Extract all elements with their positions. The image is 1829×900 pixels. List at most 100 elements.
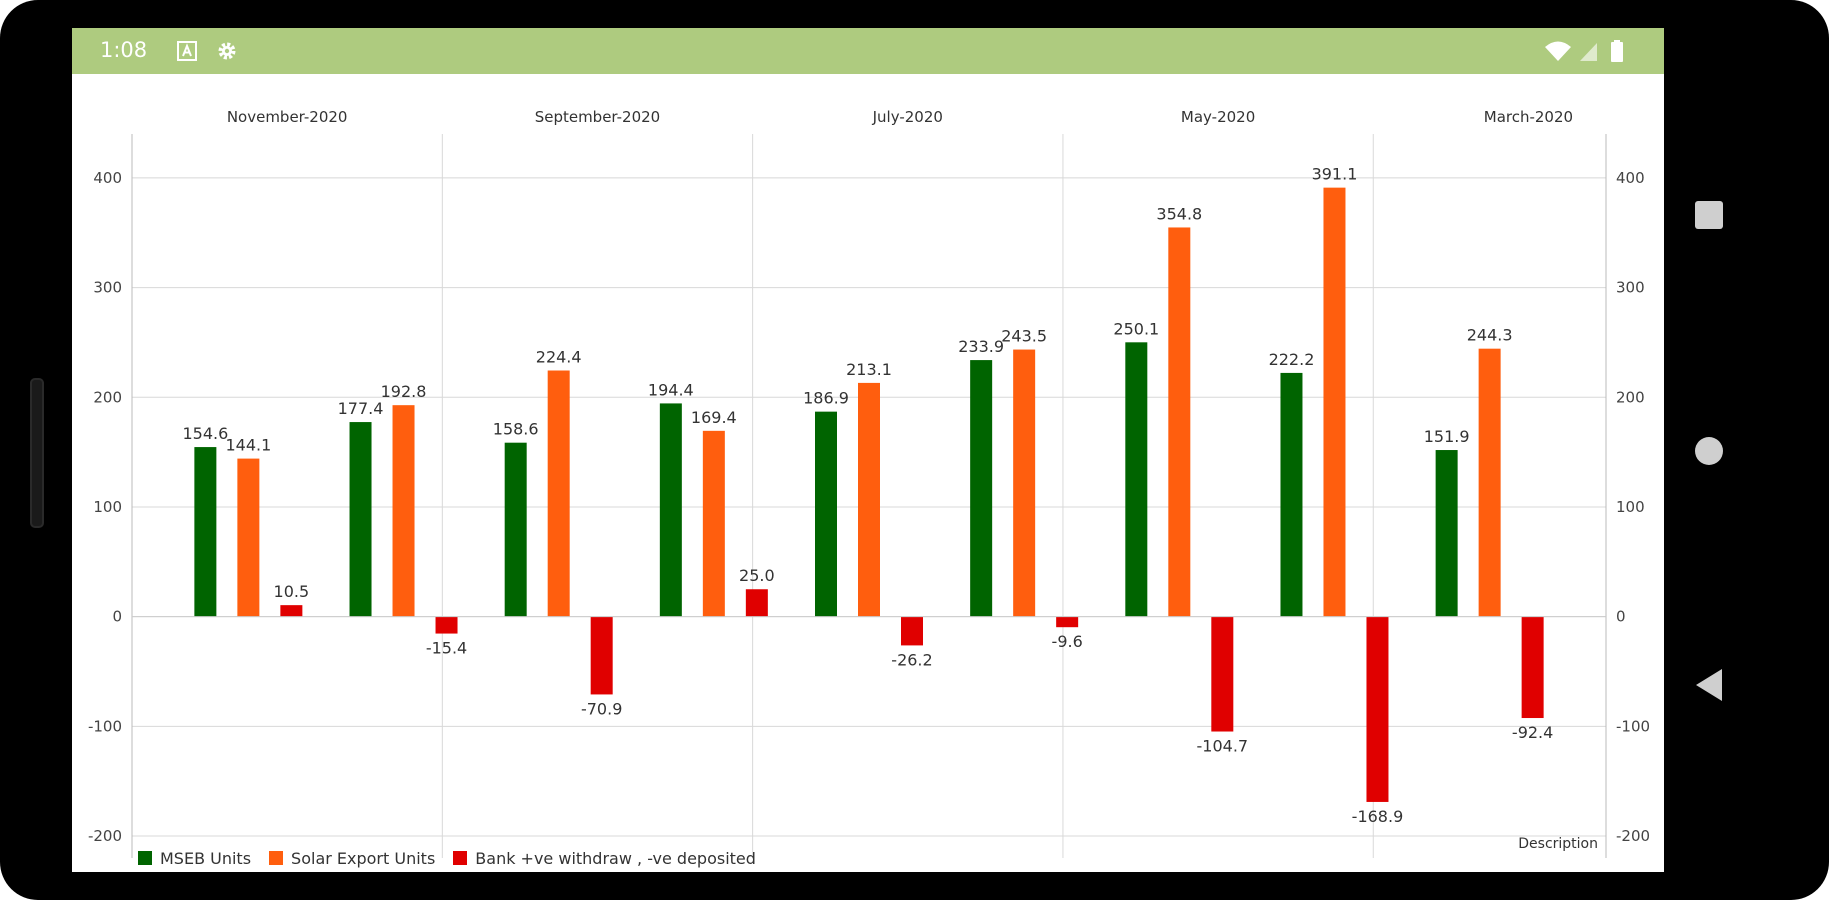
bar — [1478, 348, 1501, 617]
y-tick-label-left: 300 — [93, 279, 122, 297]
bar — [858, 382, 880, 617]
chart-svg: -200 -200 -100 -100 0 0 100 100 200 200 300 300 400 4… — [88, 108, 1650, 858]
navigation-bar — [1664, 0, 1829, 900]
data-label: -15.4 — [426, 639, 467, 658]
x-tick-label-month: July-2020 — [872, 108, 943, 126]
bar — [1125, 342, 1148, 617]
data-label: 233.9 — [958, 337, 1004, 356]
data-label: 144.1 — [225, 436, 271, 455]
bar — [970, 360, 993, 617]
legend-swatch-solar — [269, 851, 284, 865]
y-tick-label-right: 300 — [1616, 279, 1645, 297]
legend-swatch-mseb — [138, 851, 152, 865]
bar — [194, 447, 217, 617]
data-label: 154.6 — [182, 424, 228, 443]
y-tick-label-left: 0 — [112, 608, 122, 626]
bar — [435, 616, 458, 634]
x-tick-label-month: November-2020 — [227, 108, 348, 126]
data-label: 244.3 — [1467, 326, 1513, 345]
signal-icon — [1578, 40, 1598, 66]
bar — [1013, 349, 1036, 617]
data-label: 192.8 — [381, 382, 427, 401]
legend-swatch-bank — [453, 851, 468, 865]
bar — [1435, 450, 1458, 617]
legend-item: MSEB Units — [138, 849, 251, 868]
y-tick-label-left: 400 — [93, 169, 122, 187]
chart-legend: MSEB Units Solar Export Units Bank +ve w… — [138, 846, 756, 870]
y-tick-label-right: 0 — [1616, 608, 1626, 626]
y-tick-label-left: -200 — [88, 827, 122, 845]
data-label: 213.1 — [846, 360, 892, 379]
status-bar: 1:08 — [72, 28, 1664, 74]
data-label: 250.1 — [1113, 319, 1159, 338]
y-tick-label-right: -100 — [1616, 717, 1650, 735]
legend-item: Solar Export Units — [269, 849, 435, 868]
bar — [504, 442, 527, 617]
bar — [659, 403, 682, 617]
x-tick-label-month: May-2020 — [1181, 108, 1255, 126]
x-tick-label-month: September-2020 — [535, 108, 661, 126]
data-label: -92.4 — [1512, 723, 1553, 742]
legend-label: MSEB Units — [160, 848, 252, 868]
bar — [237, 458, 260, 617]
battery-icon — [1610, 40, 1624, 66]
y-tick-label-right: -200 — [1616, 827, 1650, 845]
y-tick-label-right: 200 — [1616, 388, 1645, 406]
square-recents-icon[interactable] — [1692, 198, 1726, 236]
data-label: -70.9 — [581, 699, 622, 718]
bar — [1521, 616, 1544, 719]
data-label: -9.6 — [1052, 632, 1083, 651]
data-label: 169.4 — [691, 408, 737, 427]
bar — [702, 430, 725, 617]
bar — [1168, 227, 1191, 617]
gear-icon — [216, 40, 238, 66]
bar — [1366, 616, 1389, 802]
data-label: 224.4 — [536, 348, 582, 367]
data-label: -168.9 — [1352, 807, 1404, 826]
x-tick-label-month: March-2020 — [1484, 108, 1573, 126]
status-time: 1:08 — [100, 38, 148, 62]
y-tick-label-right: 400 — [1616, 169, 1645, 187]
bar — [392, 405, 415, 617]
bar-chart: -200 -200 -100 -100 0 0 100 100 200 200 300 300 400 4… — [72, 74, 1664, 872]
legend-label: Solar Export Units — [291, 848, 436, 868]
y-tick-label-left: 200 — [93, 388, 122, 406]
legend-label: Bank +ve withdraw , -ve deposited — [475, 848, 756, 868]
data-label: 194.4 — [648, 380, 694, 399]
wifi-icon — [1544, 40, 1572, 66]
side-button — [30, 378, 44, 528]
bar — [590, 616, 613, 695]
bar — [1211, 616, 1234, 732]
chart-description: Description — [1518, 836, 1598, 852]
data-label: 158.6 — [493, 420, 539, 439]
bar — [547, 370, 570, 617]
bar — [280, 605, 303, 617]
data-label: 354.8 — [1156, 204, 1202, 223]
data-label: 186.9 — [803, 389, 849, 408]
bar — [349, 422, 372, 617]
data-label: 391.1 — [1312, 165, 1358, 184]
bar — [1056, 616, 1079, 628]
circle-home-icon[interactable] — [1692, 434, 1726, 472]
y-tick-label-left: -100 — [88, 717, 122, 735]
data-label: 151.9 — [1424, 427, 1470, 446]
data-label: -26.2 — [891, 650, 932, 669]
data-label: 25.0 — [739, 566, 775, 585]
triangle-back-icon[interactable] — [1692, 666, 1726, 708]
chart-area: -200 -200 -100 -100 0 0 100 100 200 200 300 300 400 4… — [72, 74, 1664, 872]
text-a-icon — [176, 40, 198, 66]
data-label: 10.5 — [274, 582, 310, 601]
data-label: 243.5 — [1001, 327, 1047, 346]
bar — [1323, 187, 1346, 617]
data-label: 177.4 — [338, 399, 384, 418]
bar — [901, 616, 923, 646]
bar — [1280, 372, 1303, 617]
legend-item: Bank +ve withdraw , -ve deposited — [453, 849, 756, 868]
device-screen: 1:08 -200 -200 -100 -100 0 0 100 100 200 200 300 30… — [72, 28, 1664, 872]
data-label: 222.2 — [1269, 350, 1315, 369]
bar — [815, 411, 837, 617]
bar — [745, 589, 768, 617]
data-label: -104.7 — [1197, 737, 1249, 756]
y-tick-label-left: 100 — [93, 498, 122, 516]
